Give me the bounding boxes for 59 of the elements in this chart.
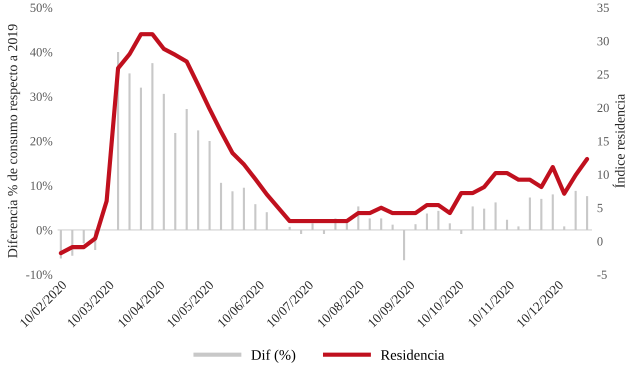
legend-label: Residencia	[380, 350, 444, 360]
y2-tick-label: 25	[597, 70, 609, 79]
bar	[437, 210, 440, 230]
bar	[266, 212, 268, 230]
bar	[174, 132, 176, 230]
bar	[368, 218, 371, 230]
bar	[414, 224, 417, 230]
bar	[151, 63, 154, 230]
bar	[563, 226, 566, 230]
bar	[586, 196, 588, 230]
y2-tick-label: 20	[597, 104, 609, 112]
bar	[448, 223, 451, 230]
bar	[426, 214, 428, 230]
bar	[242, 188, 245, 230]
line-series	[58, 32, 590, 256]
y-tick-label: 30%	[30, 92, 52, 102]
bar	[197, 130, 200, 230]
bar	[140, 88, 142, 230]
bar	[162, 94, 165, 230]
bar	[322, 230, 326, 234]
bar	[483, 208, 486, 230]
bar	[472, 206, 474, 230]
y2-tick-label: 35	[597, 4, 609, 12]
bar	[311, 223, 314, 230]
y-tick-label: 10%	[30, 182, 52, 190]
bar	[82, 230, 85, 244]
bar	[254, 204, 256, 230]
bar	[403, 230, 406, 260]
bar	[380, 218, 382, 230]
bar	[528, 198, 531, 230]
y2-tick-label: 5	[598, 204, 603, 212]
y-tick-label: -10%	[26, 270, 52, 279]
y-tick-label: 0%	[36, 226, 52, 234]
bar	[300, 230, 302, 234]
legend-label: Dif (%)	[251, 350, 296, 363]
y2-tick-label: 30	[597, 36, 609, 46]
bar	[574, 190, 577, 230]
y2-tick-label: 10	[598, 170, 609, 179]
bar	[517, 226, 520, 230]
bar	[552, 194, 554, 230]
y-tick-label: 40%	[30, 48, 52, 57]
y-axis-title: Diferencia % de consumo respecto a 2019	[7, 24, 20, 258]
bar	[288, 226, 291, 230]
y-tick-label: 20%	[30, 137, 52, 146]
y2-tick-label: 15	[598, 137, 609, 146]
bar	[460, 230, 462, 234]
bar	[220, 182, 222, 230]
bar	[506, 220, 508, 230]
y-tick-label: 50%	[30, 4, 52, 12]
bar	[208, 141, 211, 230]
y2-tick-label: 0	[597, 237, 603, 246]
bar	[540, 198, 542, 230]
y2-axis-title: Índice residencia	[612, 94, 625, 188]
bar	[128, 73, 131, 230]
bar	[231, 191, 234, 230]
bar	[494, 202, 497, 230]
y2-tick-label: -5	[597, 270, 607, 279]
bar	[392, 224, 394, 230]
bar	[186, 108, 188, 230]
